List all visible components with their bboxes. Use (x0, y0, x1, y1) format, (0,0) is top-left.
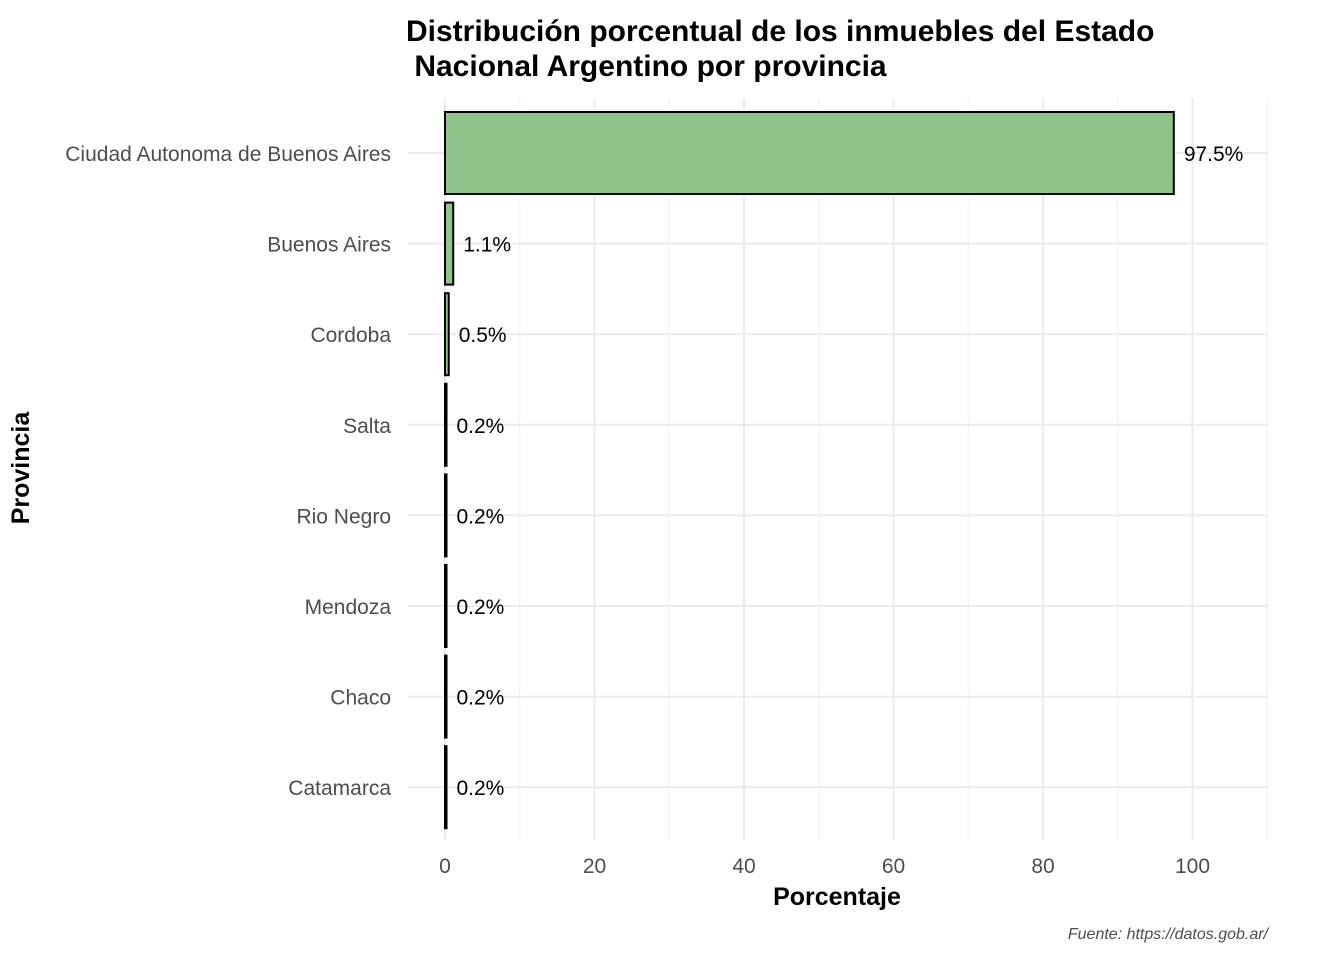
data-label: 0.2% (456, 415, 504, 438)
data-label: 97.5% (1184, 143, 1244, 166)
bar (444, 382, 448, 467)
grid (408, 98, 1268, 840)
y-tick-labels: Ciudad Autonoma de Buenos Aires Buenos Ai… (65, 143, 391, 800)
bar (444, 292, 450, 377)
y-tick-label: Mendoza (305, 596, 392, 619)
x-tick-label: 100 (1175, 855, 1210, 878)
x-tick-label: 20 (583, 855, 606, 878)
y-axis-title: Provincia (7, 411, 35, 525)
data-label: 0.2% (456, 687, 504, 710)
x-tick-label: 80 (1031, 855, 1054, 878)
y-tick-label: Rio Negro (296, 505, 391, 528)
source-caption: Fuente: https://datos.gob.ar/ (1068, 926, 1270, 943)
y-tick-label: Cordoba (310, 324, 391, 347)
x-axis-title: Porcentaje (773, 883, 901, 911)
bars (444, 111, 1175, 830)
bar (444, 654, 448, 739)
y-tick-label: Chaco (330, 687, 391, 710)
data-labels: 97.5% 1.1% 0.5% 0.2% 0.2% 0.2% 0.2% 0.2% (456, 143, 1243, 800)
bar (444, 564, 448, 648)
x-tick-labels: 0 20 40 60 80 100 (439, 855, 1210, 878)
bar (444, 111, 1175, 195)
x-tick-label: 40 (732, 855, 755, 878)
data-label: 0.2% (456, 596, 504, 619)
y-tick-label: Buenos Aires (267, 234, 391, 257)
chart-title: Distribución porcentual de los inmuebles… (406, 15, 1155, 83)
x-tick-label: 60 (882, 855, 905, 878)
data-label: 1.1% (463, 234, 511, 257)
y-tick-label: Ciudad Autonoma de Buenos Aires (65, 143, 391, 166)
bar (444, 201, 455, 286)
y-tick-label: Catamarca (288, 777, 391, 800)
y-tick-label: Salta (343, 415, 391, 438)
bar (444, 745, 448, 830)
data-label: 0.2% (456, 505, 504, 528)
bar (444, 473, 448, 558)
data-label: 0.2% (456, 777, 504, 800)
x-tick-label: 0 (439, 855, 451, 878)
data-label: 0.5% (459, 324, 507, 347)
